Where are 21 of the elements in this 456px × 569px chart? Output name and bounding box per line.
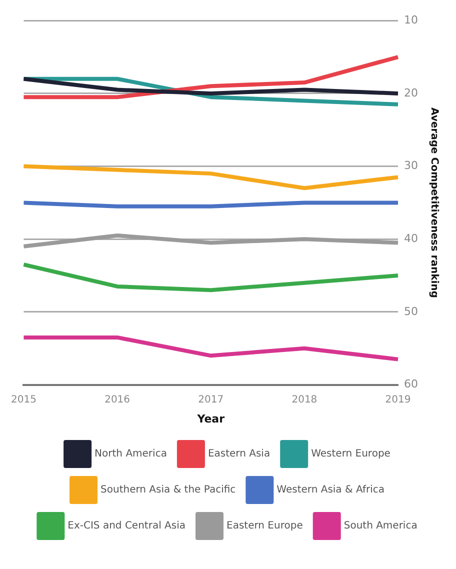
legend-label: Eastern Europe (226, 520, 303, 532)
x-axis-title: Year (196, 412, 226, 426)
x-tick-label: 2015 (11, 394, 36, 406)
y-axis-title: Average Competitiveness ranking (428, 107, 440, 298)
legend-label: South America (344, 520, 418, 532)
x-tick-label: 2018 (292, 394, 318, 406)
legend-label: Eastern Asia (208, 448, 270, 460)
y-tick-label: 10 (404, 13, 418, 26)
y-tick-label: 20 (404, 86, 418, 100)
y-tick-label: 60 (404, 378, 418, 391)
legend-label: North America (94, 448, 167, 460)
y-tick-label: 40 (404, 232, 418, 245)
legend-label: Southern Asia & the Pacific (100, 484, 236, 496)
legend-label: Western Asia & Africa (276, 484, 384, 496)
y-tick-label: 30 (404, 159, 418, 172)
legend-label: Ex-CIS and Central Asia (68, 520, 186, 532)
legend-label: Western Europe (311, 448, 390, 460)
x-tick-label: 2017 (198, 394, 224, 406)
y-tick-label: 50 (404, 304, 418, 318)
x-tick-label: 2019 (385, 394, 411, 406)
x-tick-label: 2016 (104, 394, 130, 406)
